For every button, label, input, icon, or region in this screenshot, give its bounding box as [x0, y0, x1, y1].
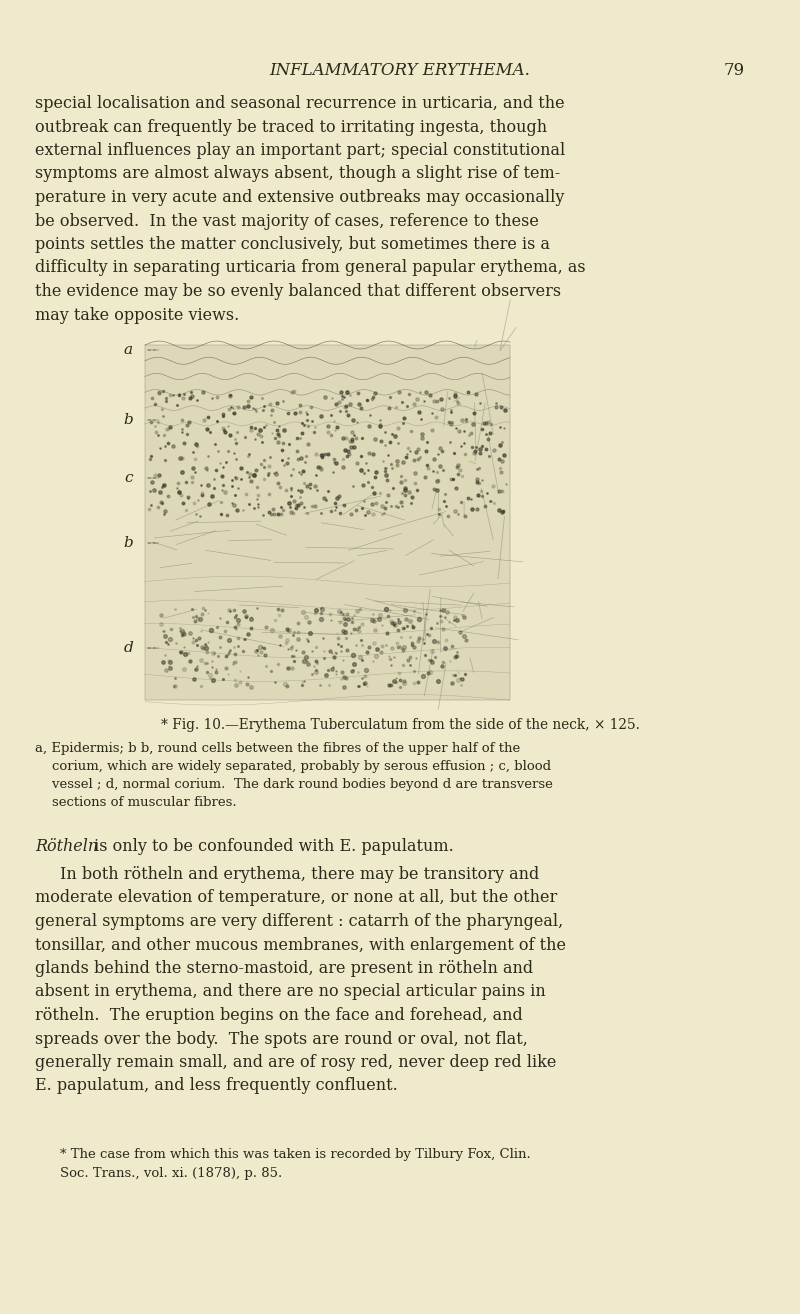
Bar [145, 346, 510, 700]
Text: spreads over the body.  The spots are round or oval, not flat,: spreads over the body. The spots are rou… [35, 1030, 528, 1047]
Text: b: b [123, 536, 133, 551]
Text: a, Epidermis; b b, round cells between the fibres of the upper half of the: a, Epidermis; b b, round cells between t… [35, 742, 520, 756]
Text: symptoms are almost always absent, though a slight rise of tem-: symptoms are almost always absent, thoug… [35, 166, 560, 183]
Text: * The case from which this was taken is recorded by Tilbury Fox, Clin.: * The case from which this was taken is … [60, 1148, 530, 1162]
Text: Soc. Trans., vol. xi. (1878), p. 85.: Soc. Trans., vol. xi. (1878), p. 85. [60, 1167, 282, 1180]
Text: 79: 79 [724, 62, 745, 79]
Text: points settles the matter conclusively, but sometimes there is a: points settles the matter conclusively, … [35, 237, 550, 254]
Text: difficulty in separating urticaria from general papular erythema, as: difficulty in separating urticaria from … [35, 259, 586, 276]
Text: glands behind the sterno-mastoid, are present in rötheln and: glands behind the sterno-mastoid, are pr… [35, 961, 533, 978]
Text: a: a [124, 343, 133, 357]
Text: corium, which are widely separated, probably by serous effusion ; c, blood: corium, which are widely separated, prob… [35, 759, 551, 773]
Text: E. papulatum, and less frequently confluent.: E. papulatum, and less frequently conflu… [35, 1077, 398, 1095]
Text: b: b [123, 413, 133, 427]
Text: external influences play an important part; special constitutional: external influences play an important pa… [35, 142, 566, 159]
Text: may take opposite views.: may take opposite views. [35, 306, 239, 323]
Text: absent in erythema, and there are no special articular pains in: absent in erythema, and there are no spe… [35, 983, 546, 1000]
Text: outbreak can frequently be traced to irritating ingesta, though: outbreak can frequently be traced to irr… [35, 118, 547, 135]
Text: be observed.  In the vast majority of cases, reference to these: be observed. In the vast majority of cas… [35, 213, 539, 230]
Text: general symptoms are very different : catarrh of the pharyngeal,: general symptoms are very different : ca… [35, 913, 563, 930]
Text: In both rötheln and erythema, there may be transitory and: In both rötheln and erythema, there may … [60, 866, 539, 883]
Text: Rötheln: Rötheln [35, 838, 98, 855]
Text: c: c [125, 470, 133, 485]
Text: * Fig. 10.—Erythema Tuberculatum from the side of the neck, × 125.: * Fig. 10.—Erythema Tuberculatum from th… [161, 717, 639, 732]
Text: INFLAMMATORY ERYTHEMA.: INFLAMMATORY ERYTHEMA. [270, 62, 530, 79]
Text: d: d [123, 641, 133, 654]
Text: moderate elevation of temperature, or none at all, but the other: moderate elevation of temperature, or no… [35, 890, 558, 907]
Text: generally remain small, and are of rosy red, never deep red like: generally remain small, and are of rosy … [35, 1054, 556, 1071]
Text: perature in very acute and extensive outbreaks may occasionally: perature in very acute and extensive out… [35, 189, 564, 206]
Text: tonsillar, and other mucous membranes, with enlargement of the: tonsillar, and other mucous membranes, w… [35, 937, 566, 954]
Text: the evidence may be so evenly balanced that different observers: the evidence may be so evenly balanced t… [35, 283, 561, 300]
Text: special localisation and seasonal recurrence in urticaria, and the: special localisation and seasonal recurr… [35, 95, 565, 112]
Text: rötheln.  The eruption begins on the face and forehead, and: rötheln. The eruption begins on the face… [35, 1007, 522, 1024]
Text: sections of muscular fibres.: sections of muscular fibres. [35, 796, 237, 809]
Text: is only to be confounded with E. papulatum.: is only to be confounded with E. papulat… [90, 838, 454, 855]
Text: vessel ; d, normal corium.  The dark round bodies beyond d are transverse: vessel ; d, normal corium. The dark roun… [35, 778, 553, 791]
